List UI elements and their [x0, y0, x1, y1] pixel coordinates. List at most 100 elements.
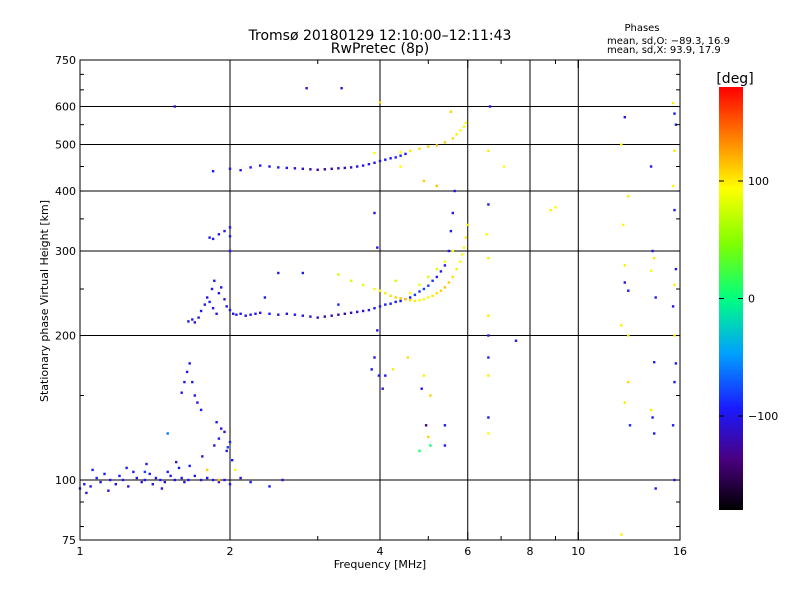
data-point	[654, 487, 657, 490]
data-point	[211, 170, 215, 173]
data-point	[173, 478, 176, 482]
data-point	[674, 123, 678, 126]
data-point	[177, 466, 181, 470]
data-point	[199, 478, 203, 482]
data-point	[671, 424, 675, 427]
data-point	[449, 229, 453, 233]
data-point	[451, 249, 454, 253]
data-point	[435, 144, 438, 147]
data-point	[671, 305, 675, 308]
data-point	[627, 380, 630, 384]
data-point	[225, 449, 228, 453]
data-point	[356, 165, 359, 168]
data-point	[673, 149, 676, 153]
data-point	[188, 362, 191, 365]
data-point	[173, 105, 176, 108]
y-tick-label: 750	[55, 54, 76, 67]
data-point	[199, 309, 203, 313]
data-point	[487, 334, 490, 337]
data-point	[239, 312, 242, 315]
data-point	[422, 374, 426, 377]
x-tick-label: 4	[377, 545, 384, 558]
data-points	[78, 87, 678, 536]
data-point	[404, 298, 407, 301]
data-point	[621, 223, 625, 227]
data-point	[254, 312, 257, 315]
data-point	[183, 480, 186, 484]
data-point	[337, 273, 340, 276]
phase-info-heading: Phases	[624, 23, 659, 34]
data-point	[370, 368, 373, 371]
colorbar-tick-label: −100	[748, 410, 778, 423]
data-point	[373, 356, 376, 359]
data-point	[239, 476, 242, 480]
data-point	[337, 167, 340, 170]
data-point	[431, 294, 434, 297]
data-point	[549, 208, 552, 212]
data-point	[211, 237, 215, 241]
data-point	[418, 283, 421, 287]
data-point	[649, 269, 653, 272]
data-point	[349, 166, 353, 169]
data-point	[671, 184, 675, 188]
x-axis-label: Frequency [MHz]	[334, 558, 426, 571]
data-point	[418, 147, 421, 150]
data-point	[187, 320, 190, 323]
data-point	[349, 311, 353, 314]
colorbar-ticks: 100 0 −100	[719, 175, 778, 423]
data-point	[406, 356, 410, 359]
data-point	[211, 307, 215, 310]
data-point	[422, 287, 426, 291]
data-point	[135, 476, 138, 480]
phase-info-o: mean, sd,O: −89.3, 16.9	[607, 36, 730, 47]
y-tick-labels: 75 100 200 300 400 500 600 750	[55, 54, 76, 547]
data-point	[413, 293, 417, 297]
data-point	[620, 533, 623, 536]
x-tick-label: 10	[571, 545, 585, 558]
data-point	[309, 315, 312, 318]
data-point	[107, 489, 110, 492]
data-point	[203, 303, 206, 306]
data-point	[420, 387, 423, 390]
data-point	[175, 460, 178, 464]
data-point	[422, 298, 426, 301]
data-point	[373, 211, 376, 215]
data-point	[389, 157, 392, 160]
data-point	[231, 459, 234, 462]
data-point	[323, 168, 326, 171]
data-point	[435, 292, 438, 295]
data-point	[464, 121, 468, 124]
data-point	[343, 312, 346, 315]
data-point	[673, 478, 676, 482]
data-point	[651, 249, 654, 253]
data-point	[83, 483, 86, 486]
data-point	[384, 303, 387, 306]
x-tick-label: 6	[464, 545, 471, 558]
data-point	[349, 279, 353, 282]
data-point	[435, 275, 438, 279]
data-point	[234, 468, 237, 472]
data-point	[228, 235, 232, 238]
data-point	[409, 292, 412, 295]
data-point	[191, 380, 194, 384]
data-point	[503, 165, 506, 168]
data-point	[213, 444, 216, 447]
data-point	[293, 167, 297, 170]
data-point	[223, 478, 226, 482]
data-point	[487, 203, 490, 206]
data-point	[627, 195, 630, 198]
data-point	[623, 281, 626, 284]
data-point	[180, 476, 183, 480]
data-point	[459, 260, 462, 263]
data-point	[220, 427, 223, 430]
data-point	[217, 478, 221, 482]
data-point	[193, 394, 196, 397]
data-point	[277, 313, 280, 316]
data-point	[623, 116, 626, 119]
data-point	[185, 370, 189, 374]
data-point	[114, 483, 117, 486]
data-point	[228, 226, 232, 229]
y-tick-label: 75	[62, 534, 76, 547]
data-point	[429, 444, 432, 447]
